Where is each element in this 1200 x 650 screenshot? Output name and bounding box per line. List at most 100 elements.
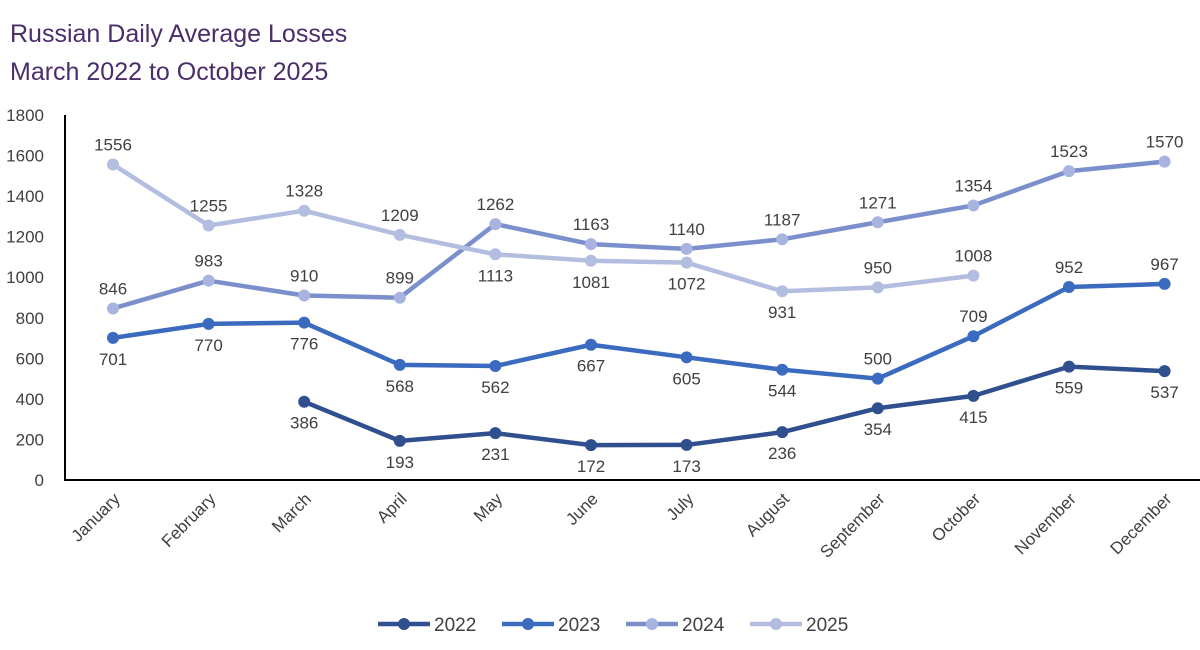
- data-point-2022: [680, 438, 693, 451]
- data-label-2023: 562: [481, 378, 509, 397]
- data-point-2025: [967, 269, 980, 282]
- data-point-2024: [776, 233, 789, 246]
- data-label-2022: 231: [481, 445, 509, 464]
- data-label-2022: 415: [959, 408, 987, 427]
- series-line-2023: [112, 281, 1165, 381]
- data-point-2023: [585, 338, 597, 351]
- y-tick-label: 800: [16, 309, 44, 328]
- y-tick-label: 1200: [6, 228, 44, 247]
- data-point-2025: [202, 219, 215, 232]
- data-label-2022: 354: [864, 420, 892, 439]
- data-label-2023: 967: [1150, 255, 1178, 274]
- data-label-2024: 846: [99, 279, 127, 298]
- legend-label-2022: 2022: [434, 615, 476, 636]
- data-point-2025: [871, 281, 884, 294]
- data-label-2023: 952: [1055, 258, 1083, 277]
- data-label-2022: 193: [386, 453, 414, 472]
- data-point-2025: [680, 256, 693, 269]
- data-label-2025: 1209: [381, 206, 419, 225]
- data-point-2022: [776, 426, 789, 439]
- data-point-2024: [202, 274, 215, 287]
- x-tick-label: January: [68, 489, 125, 546]
- data-point-2025: [107, 158, 119, 171]
- data-point-2022: [1158, 365, 1171, 378]
- data-label-2024: 899: [386, 269, 414, 288]
- data-point-2022: [585, 439, 597, 452]
- data-point-2022: [489, 427, 502, 440]
- y-tick-label: 400: [16, 390, 44, 409]
- data-label-2023: 776: [290, 335, 318, 354]
- data-label-2024: 1354: [954, 176, 992, 195]
- data-point-2023: [776, 363, 789, 376]
- data-point-2023: [871, 372, 884, 385]
- y-tick-label: 200: [16, 430, 44, 449]
- data-label-2023: 701: [99, 350, 127, 369]
- data-point-2024: [585, 238, 597, 251]
- data-label-2022: 236: [768, 444, 796, 463]
- legend-marker-2022: [398, 618, 410, 630]
- legend-label-2023: 2023: [558, 615, 600, 636]
- data-point-2024: [871, 216, 884, 229]
- x-tick-label: February: [158, 489, 220, 551]
- y-tick-label: 1400: [6, 187, 44, 206]
- data-point-2025: [585, 254, 597, 267]
- y-tick-label: 600: [16, 349, 44, 368]
- y-tick-label: 1000: [6, 268, 44, 287]
- x-tick-label: November: [1011, 489, 1080, 558]
- x-tick-label: June: [562, 489, 602, 529]
- data-point-2022: [393, 434, 406, 447]
- data-label-2025: 1081: [572, 273, 610, 292]
- x-tick-label: October: [928, 489, 984, 545]
- data-point-2024: [1063, 165, 1075, 178]
- data-point-2023: [1158, 277, 1171, 290]
- chart-title-line-2: March 2022 to October 2025: [10, 58, 329, 86]
- data-point-2025: [393, 228, 406, 241]
- data-label-2025: 1255: [190, 197, 228, 216]
- data-point-2023: [1063, 280, 1075, 293]
- data-label-2023: 770: [194, 336, 222, 355]
- data-label-2023: 667: [577, 357, 605, 376]
- x-tick-label: August: [742, 489, 793, 540]
- data-point-2023: [680, 351, 693, 364]
- y-tick-label: 1800: [6, 106, 44, 125]
- x-tick-label: May: [470, 489, 506, 525]
- chart-title-line-1: Russian Daily Average Losses: [10, 20, 348, 48]
- x-tick-label: July: [663, 489, 698, 524]
- data-point-2023: [393, 358, 406, 371]
- data-point-2022: [1063, 360, 1075, 373]
- data-point-2023: [967, 330, 980, 343]
- data-label-2024: 1271: [859, 193, 897, 212]
- data-label-2025: 1113: [478, 266, 513, 285]
- legend-marker-2024: [646, 618, 658, 630]
- data-label-2024: 1163: [573, 215, 610, 234]
- x-tick-label: March: [268, 489, 315, 536]
- data-label-2023: 605: [672, 369, 700, 388]
- data-point-2024: [298, 289, 311, 302]
- data-point-2023: [489, 360, 502, 373]
- series-line-2024: [112, 159, 1165, 311]
- data-label-2024: 1140: [668, 220, 705, 239]
- data-label-2025: 1072: [668, 275, 706, 294]
- series-line-2022: [303, 364, 1165, 448]
- legend-label-2024: 2024: [682, 615, 725, 636]
- data-label-2024: 910: [290, 266, 318, 285]
- data-point-2023: [298, 316, 311, 329]
- x-tick-label: April: [373, 489, 410, 526]
- x-tick-label: September: [816, 489, 888, 561]
- y-tick-label: 1600: [6, 147, 44, 166]
- data-point-2023: [202, 317, 215, 330]
- data-label-2024: 1523: [1050, 142, 1088, 161]
- y-tick-label: 0: [35, 471, 44, 490]
- data-label-2023: 500: [864, 350, 892, 369]
- data-point-2024: [967, 199, 980, 212]
- legend-label-2025: 2025: [806, 615, 848, 636]
- data-label-2024: 1187: [764, 210, 801, 229]
- data-label-2023: 709: [959, 307, 987, 326]
- data-point-2025: [489, 248, 502, 261]
- data-point-2025: [776, 285, 789, 298]
- data-point-2022: [298, 395, 311, 408]
- data-label-2025: 931: [768, 303, 796, 322]
- data-label-2022: 172: [577, 457, 605, 476]
